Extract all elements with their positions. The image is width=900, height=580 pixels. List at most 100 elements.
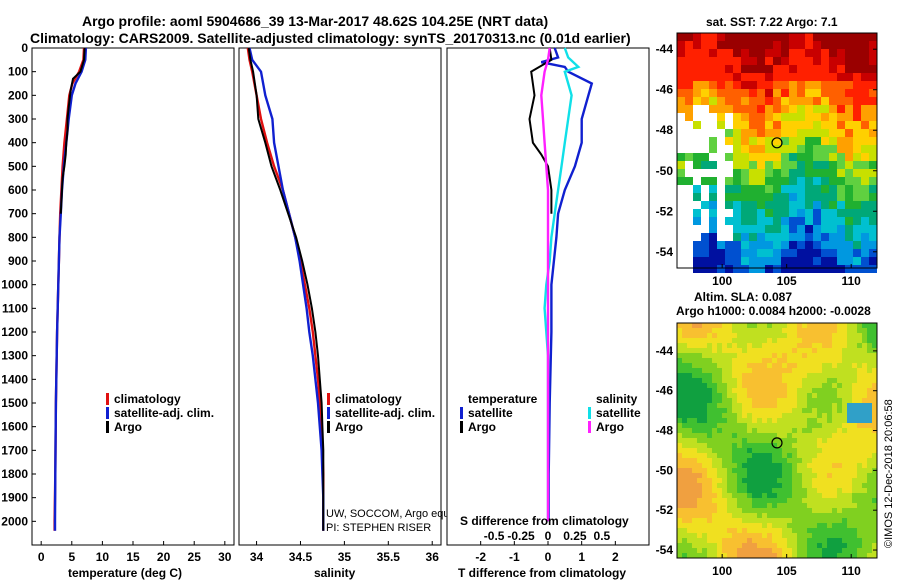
sla-cell [692,323,697,328]
sla-cell [842,543,847,548]
sla-cell [702,348,707,353]
sst-cell [829,81,837,89]
sla-cell [832,428,837,433]
sst-cell [821,33,829,41]
sla-cell [807,358,812,363]
sla-cell [782,398,787,403]
sla-cell [737,338,742,343]
sla-cell [872,463,877,468]
sst-cell [829,201,837,209]
sla-cell [747,403,752,408]
sst-cell [733,225,741,233]
sla-cell [692,538,697,543]
sst-cell [773,217,781,225]
sst-cell [789,105,797,113]
sla-cell [717,408,722,413]
sla-cell [732,453,737,458]
sla-cell [697,378,702,383]
sla-cell [852,438,857,443]
sst-cell [805,177,813,185]
sst-cell [725,201,733,209]
sst-cell [853,65,861,73]
sst-cell [693,249,701,257]
sla-cell [867,518,872,523]
legend-title-salinity: salinity [596,392,638,406]
sla-cell [747,368,752,373]
sla-cell [682,358,687,363]
sst-cell [829,249,837,257]
sla-cell [802,493,807,498]
sst-cell [805,241,813,249]
sst-cell [837,81,845,89]
sst-cell [733,65,741,73]
sla-cell [777,528,782,533]
sla-cell [727,503,732,508]
sla-cell [832,383,837,388]
sla-cell [702,368,707,373]
sla-cell [742,473,747,478]
sla-cell [732,543,737,548]
sla-cell [847,488,852,493]
sla-cell [682,553,687,558]
sst-cell [725,105,733,113]
sla-cell [787,528,792,533]
sla-cell [682,333,687,338]
sst-cell [685,161,693,169]
sst-cell [701,225,709,233]
sst-cell [789,169,797,177]
sla-cell [777,393,782,398]
sla-cell [862,553,867,558]
sst-cell [821,65,829,73]
sla-cell [847,453,852,458]
sla-cell [872,328,877,333]
sla-cell [787,418,792,423]
sst-cell [677,161,685,169]
sla-cell [757,488,762,493]
sla-cell [827,468,832,473]
sst-cell [853,169,861,177]
legend-swatch-satellite [106,407,109,419]
sla-cell [857,403,862,408]
sla-cell [677,348,682,353]
sla-cell [757,388,762,393]
sla-cell [792,423,797,428]
sla-cell [792,408,797,413]
sst-cell [781,97,789,105]
sst-cell [829,65,837,73]
sla-cell [707,503,712,508]
sst-cell [853,193,861,201]
sla-cell [832,388,837,393]
sst-cell [853,153,861,161]
sla-cell [852,343,857,348]
sla-cell [707,498,712,503]
sla-cell [682,498,687,503]
sst-cell [837,137,845,145]
sla-cell [697,393,702,398]
sst-cell [789,241,797,249]
sla-cell [827,333,832,338]
sla-cell [792,393,797,398]
sla-cell [737,393,742,398]
sst-cell [837,177,845,185]
map-x-tick-label: 110 [842,564,862,578]
sla-cell [837,333,842,338]
sla-cell [722,488,727,493]
sla-cell [817,548,822,553]
sst-cell [749,113,757,121]
sla-cell [847,498,852,503]
sst-cell [709,113,717,121]
sla-cell [682,373,687,378]
sla-cell [687,423,692,428]
sla-cell [722,498,727,503]
sla-cell [832,378,837,383]
sst-cell [869,145,877,153]
sla-cell [762,428,767,433]
sla-cell [712,498,717,503]
sst-cell [709,241,717,249]
sst-cell [685,233,693,241]
sst-cell [741,257,749,265]
sla-cell [777,383,782,388]
sst-cell [853,241,861,249]
sst-cell [677,81,685,89]
sla-cell [757,338,762,343]
